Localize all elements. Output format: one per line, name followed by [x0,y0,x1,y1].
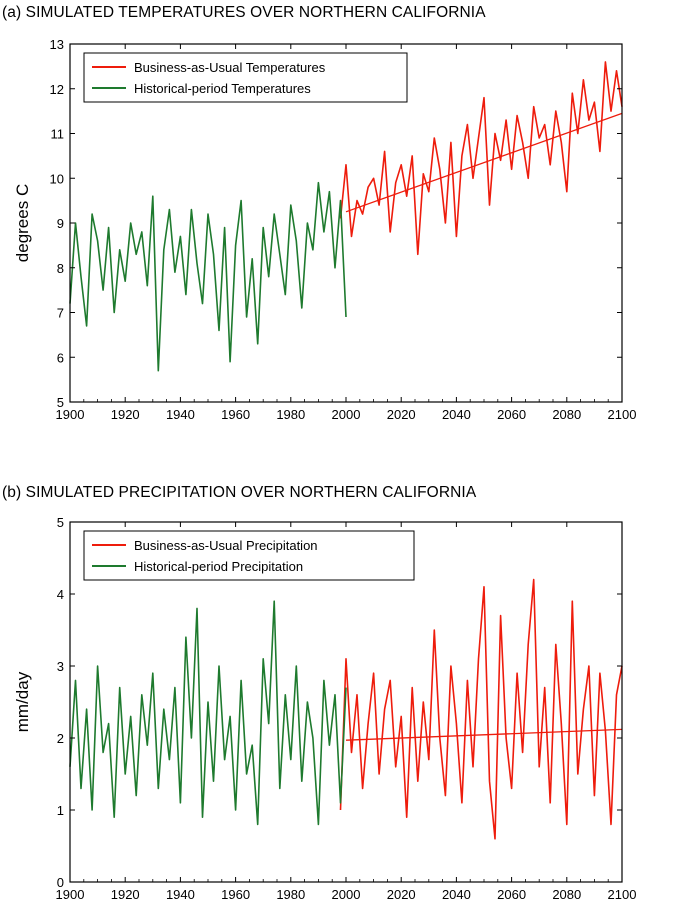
chart-b-legend-label-business-as-usual: Business-as-Usual Precipitation [134,538,318,553]
chart-a-x-tick-label: 1960 [221,407,250,422]
chart-a-y-tick-label: 7 [57,306,64,321]
chart-a-series-line-historical [69,181,347,372]
chart-b-legend-label-historical: Historical-period Precipitation [134,559,303,574]
chart-b-x-tick-label: 2080 [552,887,581,902]
chart-b-plot: 1900 1920 1940 1960 1980 2000 2020 2040 2060 2080… [13,515,636,902]
chart-a-legend-box [83,52,408,103]
chart-b-y-tick-label: 1 [57,803,64,818]
chart-a-plot: 1900 1920 1940 1960 1980 2000 2020 2040 2060 2080… [13,37,636,422]
chart-b-y-tick-label: 2 [57,731,64,746]
chart-a-x-tick-label: 2000 [332,407,361,422]
chart-a-x-tick-label: 2060 [497,407,526,422]
chart-a-x-tick-label: 1920 [111,407,140,422]
chart-b-legend: Business-as-Usual Precipitation Historica… [83,530,415,581]
chart-b-x-tick-label: 2020 [387,887,416,902]
chart-b-y-tick-label: 4 [57,587,64,602]
chart-a-x-tick-label: 1980 [276,407,305,422]
chart-b-x-tick-label: 2040 [442,887,471,902]
chart-b-x-tick-label: 1960 [221,887,250,902]
chart-b-x-tick-label: 1940 [166,887,195,902]
chart-b-x-tick-label: 1920 [111,887,140,902]
chart-b-x-tick-label: 1980 [276,887,305,902]
chart-a-y-tick-label: 9 [57,216,64,231]
chart-a-x-tick-label: 1940 [166,407,195,422]
chart-a-x-tick-label: 2040 [442,407,471,422]
chart-a-trend-line [345,112,623,213]
chart-b-series-line-business-as-usual [339,578,623,840]
chart-b-x-tick-label: 2000 [332,887,361,902]
chart-b-title: (b) SIMULATED PRECIPITATION OVER NORTHER… [2,484,477,501]
chart-b-y-tick-label: 3 [57,659,64,674]
chart-a-legend: Business-as-Usual Temperatures Historical… [83,52,408,103]
chart-b-x-tick-label: 2100 [608,887,637,902]
chart-a-x-tick-label: 2080 [552,407,581,422]
chart-a-legend-label-historical: Historical-period Temperatures [134,81,311,96]
chart-a-series-line-business-as-usual [339,61,623,256]
chart-a-y-tick-label: 6 [57,350,64,365]
chart-a-y-tick-label: 8 [57,261,64,276]
chart-a-y-tick-label: 10 [50,171,64,186]
chart-a-x-tick-label: 2020 [387,407,416,422]
chart-a-legend-label-business-as-usual: Business-as-Usual Temperatures [134,60,326,75]
chart-a-y-tick-label: 11 [51,127,65,142]
chart-b-trend-line [345,728,623,741]
chart-a-y-tick-label: 5 [57,395,64,410]
chart-b-y-tick-label: 0 [57,875,64,890]
chart-b-series-line-historical [69,600,347,826]
chart-b-legend-box [83,530,415,581]
chart-a-y-tick-label: 12 [50,82,64,97]
chart-a-x-tick-label: 2100 [608,407,637,422]
chart-a-y-tick-label: 13 [50,37,64,52]
chart-a-x-tick-label: 1900 [56,407,85,422]
chart-a-title: (a) SIMULATED TEMPERATURES OVER NORTHERN… [2,4,486,21]
chart-a-y-axis-title: degrees C [13,184,32,262]
chart-b-y-axis-title: mm/day [13,671,32,732]
chart-b-x-tick-label: 2060 [497,887,526,902]
chart-b-x-tick-label: 1900 [56,887,85,902]
chart-b-y-tick-label: 5 [57,515,64,530]
